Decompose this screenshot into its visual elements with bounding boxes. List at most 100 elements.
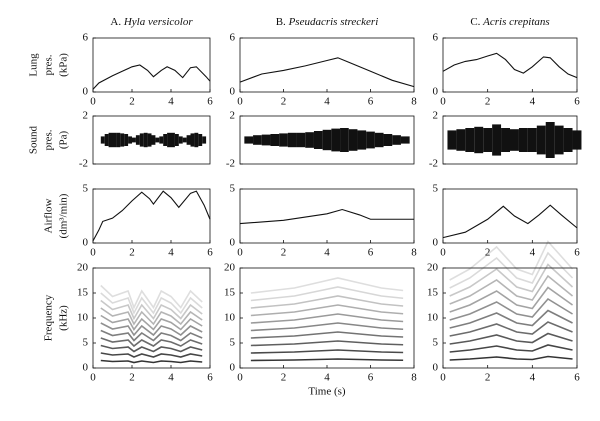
x-tick-label: 2 <box>129 247 135 259</box>
y-axis-label: (kHz) <box>58 305 70 331</box>
sound-envelope <box>545 122 555 158</box>
x-axis-label: Time (s) <box>308 386 346 398</box>
harmonic-band <box>250 322 404 332</box>
sound-envelope <box>527 128 537 152</box>
sound-envelope <box>124 134 129 146</box>
y-axis-label: pres. <box>43 129 55 150</box>
x-tick-label: 2 <box>129 96 135 108</box>
harmonic-band <box>250 358 404 362</box>
sound-envelope <box>400 136 410 144</box>
y-tick-label: 5 <box>230 337 236 349</box>
panel: 0 5 10 15 20 0 2 4 6 8 Time (s) <box>224 262 417 398</box>
harmonic-band <box>250 277 404 294</box>
x-tick-label: 0 <box>90 372 96 384</box>
species-name: Acris crepitans <box>482 16 550 28</box>
y-tick-label: 5 <box>230 183 236 195</box>
sound-envelope <box>447 130 457 150</box>
species-name: Hyla versicolor <box>123 16 193 28</box>
harmonic-band <box>250 331 404 339</box>
y-tick-label: 15 <box>224 287 236 299</box>
sound-envelope <box>348 129 358 151</box>
harmonic-band <box>250 313 404 324</box>
x-tick-label: 0 <box>90 96 96 108</box>
panel: 0 6 0 2 4 6 C. Acris crepitans <box>433 16 581 108</box>
x-tick-label: 8 <box>411 247 417 259</box>
panel: 0 6 0 2 4 6 8 B. Pseudacris streckeri <box>230 16 418 108</box>
harmonic-band <box>449 297 573 321</box>
y-axis-label: (kPa) <box>58 53 70 77</box>
harmonic-band <box>449 332 573 345</box>
x-tick-label: 4 <box>324 247 330 259</box>
harmonic-band <box>100 337 203 348</box>
y-tick-label: 6 <box>230 32 236 44</box>
x-tick-label: 6 <box>368 372 374 384</box>
sound-envelope <box>383 134 393 146</box>
sound-envelope <box>322 129 332 151</box>
x-tick-label: 4 <box>168 372 174 384</box>
x-tick-label: 0 <box>237 372 243 384</box>
plot-frame <box>442 37 578 93</box>
x-tick-label: 4 <box>530 247 536 259</box>
y-tick-label: 10 <box>224 312 236 324</box>
harmonic-band <box>100 322 203 337</box>
x-tick-label: 4 <box>168 247 174 259</box>
sound-envelope <box>296 132 306 148</box>
data-line <box>92 64 211 90</box>
sound-envelope <box>366 131 375 149</box>
sound-envelope <box>116 132 121 148</box>
y-tick-label: 5 <box>83 337 89 349</box>
sound-envelope <box>132 137 136 143</box>
plot-frame <box>239 115 415 165</box>
y-tick-label: 0 <box>433 362 439 374</box>
y-axis-label: Frequency <box>43 294 55 341</box>
sound-envelope <box>186 135 191 145</box>
sound-envelope <box>563 128 573 152</box>
sound-envelope <box>190 133 195 147</box>
sound-envelope <box>104 134 109 146</box>
harmonic-band <box>449 251 574 289</box>
sound-envelope <box>465 128 475 152</box>
y-tick-label: 20 <box>224 262 236 274</box>
data-line <box>92 190 211 242</box>
y-axis-label: Lung <box>28 53 40 77</box>
harmonic-band <box>250 295 404 309</box>
y-tick-label: 15 <box>427 287 439 299</box>
harmonic-band <box>449 286 573 313</box>
sound-envelope <box>182 137 187 143</box>
panel-label: A. <box>110 16 121 28</box>
harmonic-band <box>449 309 573 329</box>
y-axis-label: Sound <box>28 125 40 154</box>
sound-envelope <box>510 129 519 151</box>
harmonic-band <box>250 340 404 347</box>
harmonic-band <box>100 314 203 331</box>
data-line <box>442 52 578 79</box>
x-tick-label: 6 <box>574 372 580 384</box>
y-tick-label: 15 <box>77 287 89 299</box>
panel: -2 2 Sound pres. (Pa) <box>28 110 211 170</box>
plot-frame <box>442 188 578 244</box>
plot-frame <box>92 37 211 93</box>
harmonic-band <box>100 292 203 315</box>
sound-envelope <box>572 130 582 150</box>
sound-envelope <box>261 134 271 146</box>
plot-frame <box>239 37 415 93</box>
sound-envelope <box>147 133 152 147</box>
harmonic-band <box>250 349 404 354</box>
x-tick-label: 0 <box>440 372 446 384</box>
x-tick-label: 0 <box>440 247 446 259</box>
x-tick-label: 2 <box>281 96 287 108</box>
sound-envelope <box>167 132 171 148</box>
x-tick-label: 0 <box>440 96 446 108</box>
x-tick-label: 6 <box>207 247 213 259</box>
sound-envelope <box>483 128 493 152</box>
x-tick-label: 2 <box>485 372 491 384</box>
sound-envelope <box>135 135 140 145</box>
panel: -2 2 <box>226 110 415 170</box>
sound-envelope <box>194 132 199 148</box>
sound-envelope <box>244 136 254 144</box>
sound-envelope <box>151 135 156 145</box>
sound-envelope <box>305 132 314 148</box>
sound-envelope <box>139 133 144 147</box>
harmonic-band <box>100 307 203 326</box>
